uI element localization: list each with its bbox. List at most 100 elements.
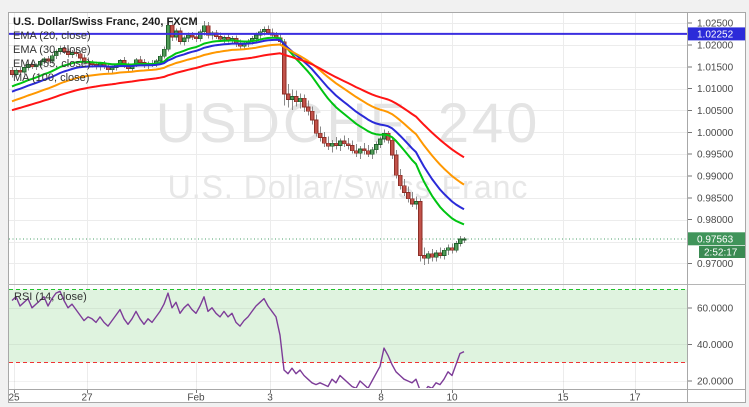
- candle-down: [366, 150, 371, 155]
- candle-up: [186, 34, 191, 39]
- main-pane[interactable]: [9, 13, 687, 284]
- candle-up: [414, 200, 419, 205]
- candle-up: [182, 37, 187, 42]
- candle-down: [206, 25, 211, 36]
- last-price-label-bg: [688, 232, 745, 246]
- candle-up: [42, 58, 47, 62]
- candle-down: [306, 106, 311, 112]
- candle-down: [326, 142, 331, 147]
- candle-up: [458, 238, 463, 244]
- legend-ema30[interactable]: EMA (30, close): [13, 44, 91, 56]
- time-tick-label: 8: [378, 393, 384, 404]
- countdown-label: 2:52:17: [699, 246, 745, 259]
- candle-down: [318, 132, 323, 138]
- rsi-tick-label: 40.0000: [697, 340, 734, 351]
- time-axis[interactable]: 25 27 Feb 3 8 10 15 17: [8, 390, 641, 404]
- time-tick-label: Feb: [187, 393, 205, 404]
- candle-up: [442, 249, 447, 256]
- price-axis[interactable]: 1.02500 1.02000 1.01500 1.01000 1.00500 1.000…: [688, 19, 734, 388]
- candle-up: [330, 142, 335, 147]
- price-tick-label: 1.01500: [697, 62, 734, 73]
- candle-down: [62, 48, 67, 52]
- candle-up: [378, 138, 383, 145]
- legend-ema55[interactable]: EMA (55, close): [13, 58, 91, 70]
- series-layer: [9, 19, 687, 388]
- candle-down: [322, 137, 327, 144]
- price-tick-label: 0.99500: [697, 150, 734, 161]
- candle-down: [302, 97, 307, 108]
- candle-up: [222, 37, 227, 40]
- ema-55-close--line: [11, 43, 465, 186]
- time-tick-label: 3: [267, 393, 273, 404]
- candle-down: [410, 198, 415, 205]
- time-tick-label: 25: [8, 393, 20, 404]
- candle-down: [74, 51, 79, 55]
- candle-up: [162, 48, 167, 57]
- legend-ma100[interactable]: MA (100, close): [13, 72, 89, 84]
- borders: [8, 12, 746, 403]
- candle-down: [362, 148, 367, 152]
- candle-up: [262, 29, 267, 33]
- price-tick-label: 1.00500: [697, 106, 734, 117]
- candle-up: [26, 64, 31, 69]
- rsi-legend[interactable]: RSI (14, close): [14, 291, 87, 303]
- price-tick-label: 0.98500: [697, 193, 734, 204]
- candle-up: [298, 97, 303, 103]
- candle-up: [358, 148, 363, 154]
- candle-down: [422, 255, 427, 259]
- ema-20-close--line: [11, 36, 465, 226]
- price-line-label-bg: [688, 27, 745, 41]
- last-price-label: 0.97563: [688, 232, 745, 246]
- price-tick-label: 1.01000: [697, 84, 734, 95]
- candle-up: [54, 51, 59, 57]
- candle-down: [286, 93, 291, 100]
- rsi-pane[interactable]: [9, 285, 687, 389]
- price-line-label: 1.02252: [688, 27, 745, 41]
- ema-30-close--line: [11, 38, 465, 211]
- candle-up: [434, 252, 439, 258]
- candle-up: [370, 149, 375, 155]
- candle-down: [18, 69, 23, 73]
- candle-down: [178, 30, 183, 42]
- rsi-band: [9, 289, 687, 363]
- candle-down: [66, 51, 71, 55]
- candle-down: [334, 142, 339, 146]
- candle-down: [218, 36, 223, 40]
- price-tick-label: 1.02000: [697, 40, 734, 51]
- candle-up: [58, 48, 63, 52]
- candle-up: [382, 132, 387, 140]
- legend-ema20[interactable]: EMA (20, close): [13, 30, 91, 42]
- symbol-title: U.S. Dollar/Swiss Franc, 240, FXCM: [13, 16, 198, 28]
- candle-down: [46, 58, 51, 62]
- candle-down: [294, 96, 299, 103]
- candle-down: [138, 59, 143, 63]
- candle-down: [10, 69, 15, 76]
- price-tick-label: 1.02500: [697, 19, 734, 30]
- candle-down: [170, 24, 175, 38]
- candle-up: [50, 55, 55, 62]
- time-tick-label: 17: [629, 393, 641, 404]
- candle-down: [418, 200, 423, 256]
- countdown-label-text: 2:52:17: [704, 248, 738, 259]
- candle-down: [450, 247, 455, 251]
- candle-up: [110, 67, 115, 71]
- candle-up: [454, 242, 459, 251]
- countdown-label-bg: [699, 246, 745, 258]
- candle-down: [190, 34, 195, 38]
- candle-down: [350, 145, 355, 152]
- candle-up: [14, 69, 19, 76]
- price-tick-label: 0.99000: [697, 172, 734, 183]
- candle-up: [198, 31, 203, 40]
- candle-up: [70, 51, 75, 55]
- candle-up: [34, 64, 39, 68]
- candle-up: [38, 61, 43, 66]
- candle-up: [446, 247, 451, 251]
- candle-down: [430, 253, 435, 258]
- candle-down: [266, 29, 271, 34]
- time-tick-label: 27: [81, 393, 93, 404]
- candle-up: [290, 96, 295, 100]
- candle-up: [166, 24, 171, 50]
- candle-down: [438, 252, 443, 256]
